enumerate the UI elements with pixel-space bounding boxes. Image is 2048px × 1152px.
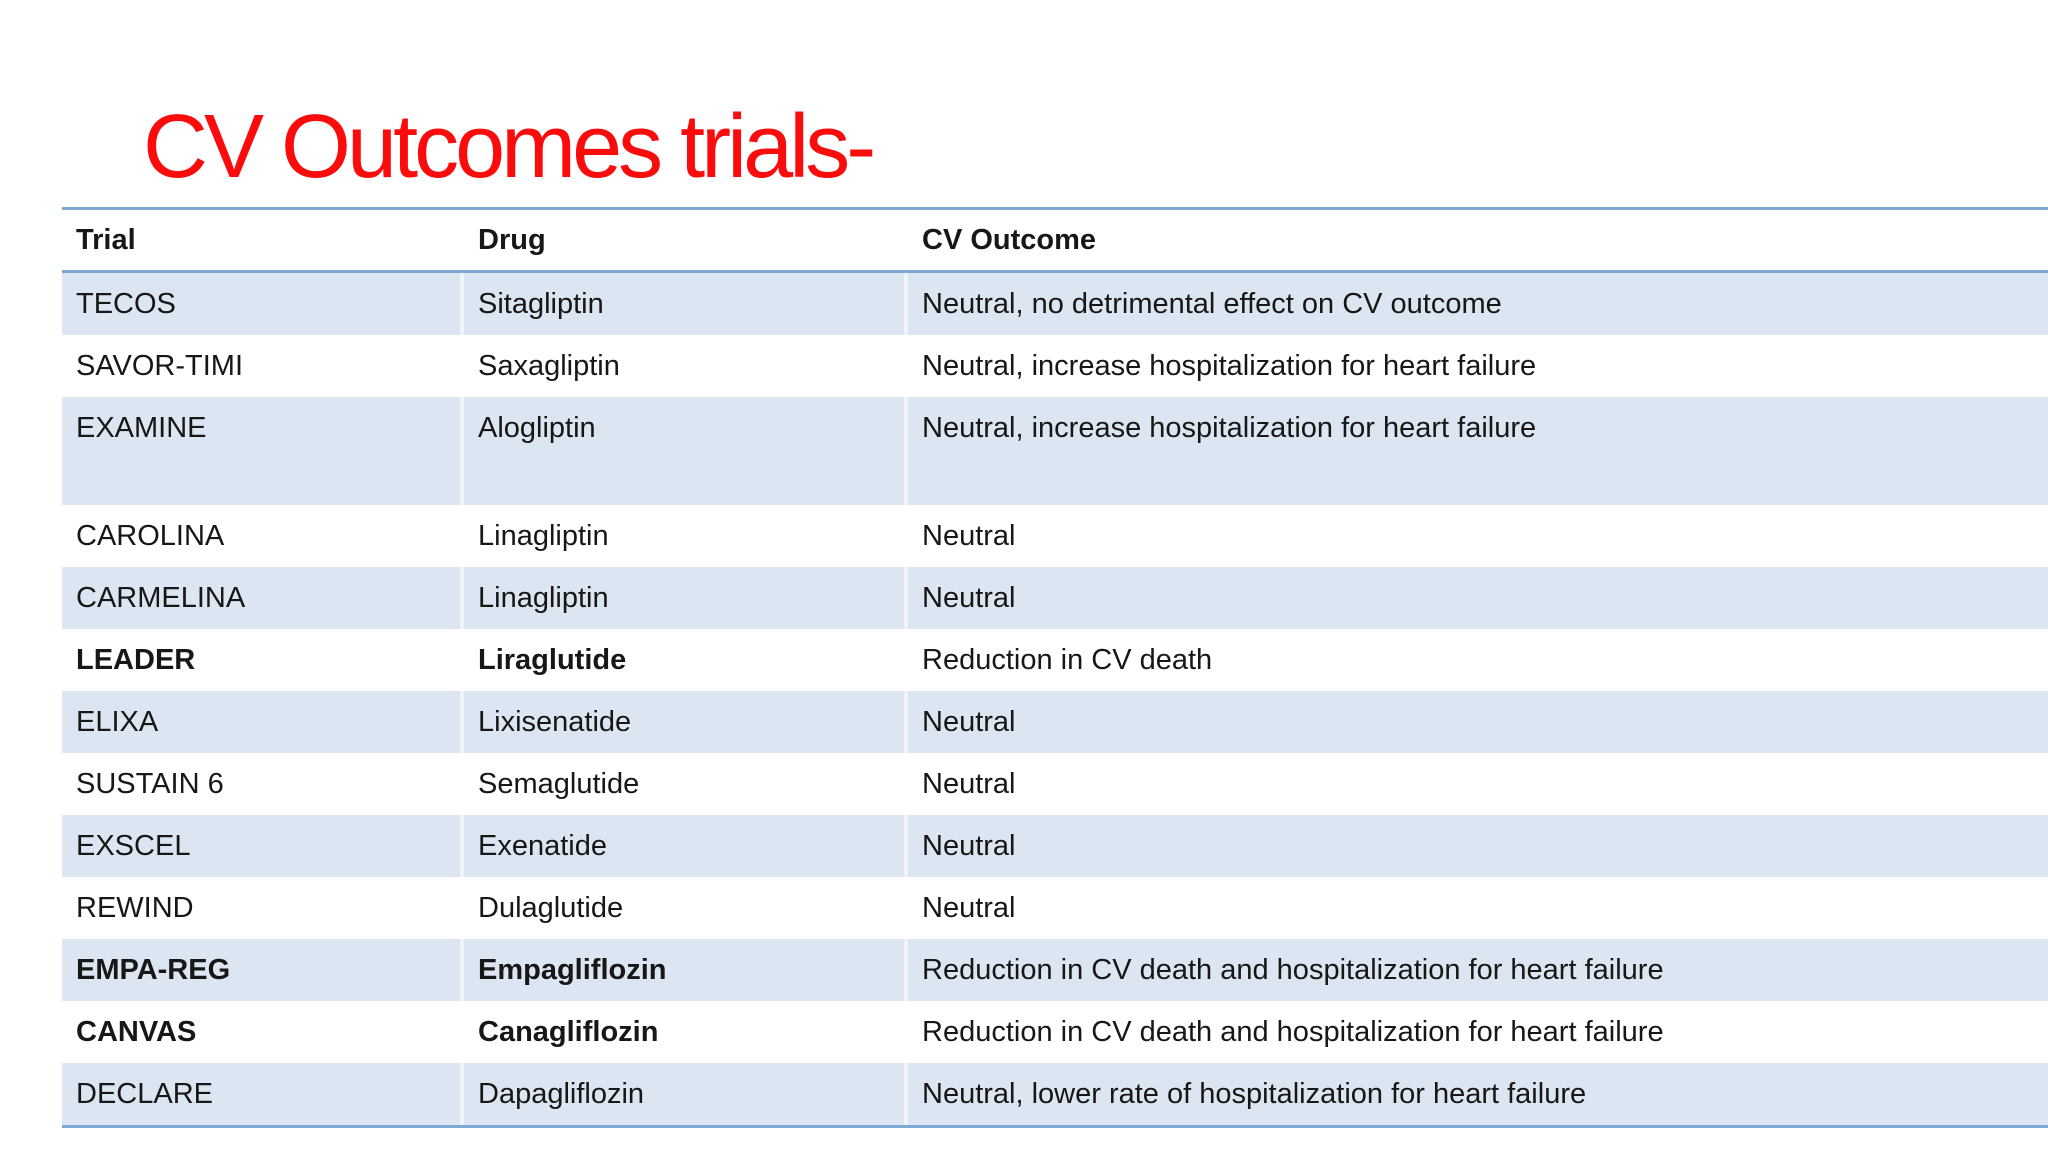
drug-cell: Semaglutide [464,753,908,815]
drug-cell: Linagliptin [464,505,908,567]
trial-cell: CANVAS [62,1001,464,1063]
table-row: TECOS Sitagliptin Neutral, no detrimental … [62,273,2048,335]
drug-cell: Linagliptin [464,567,908,629]
table-row: SAVOR-TIMI Saxagliptin Neutral, increase h… [62,335,2048,397]
outcome-cell: Neutral [922,581,1016,614]
trial-cell: TECOS [62,273,464,335]
column-header-drug: Drug [464,210,908,270]
table-row: EMPA-REG Empagliflozin Reduction in CV dea… [62,939,2048,1001]
table-row: DECLARE Dapagliflozin Neutral, lower rate … [62,1063,2048,1125]
trial-cell: SAVOR-TIMI [62,335,464,397]
table-row: LEADER Liraglutide Reduction in CV death [62,629,2048,691]
outcome-cell: Reduction in CV death and hospitalizatio… [922,953,1664,986]
trial-cell: ELIXA [62,691,464,753]
column-header-trial: Trial [62,210,464,270]
outcome-cell: Neutral, no detrimental effect on CV out… [922,287,1502,320]
table-row: EXAMINE Alogliptin Neutral, increase hospi… [62,397,2048,505]
drug-cell: Empagliflozin [464,939,908,1001]
drug-cell: Saxagliptin [464,335,908,397]
trial-cell: EXSCEL [62,815,464,877]
drug-cell: Sitagliptin [464,273,908,335]
outcome-cell: Reduction in CV death [922,643,1213,676]
drug-cell: Liraglutide [464,629,908,691]
drug-cell: Lixisenatide [464,691,908,753]
table-row: CARMELINA Linagliptin Neutral [62,567,2048,629]
trial-cell: LEADER [62,629,464,691]
trial-cell: EXAMINE [62,397,464,505]
table-row: CAROLINA Linagliptin Neutral [62,505,2048,567]
trial-cell: EMPA-REG [62,939,464,1001]
table-row: CANVAS Canagliflozin Reduction in CV death… [62,1001,2048,1063]
outcome-cell: Neutral [922,705,1016,738]
outcome-cell: Neutral [922,519,1016,552]
trial-cell: DECLARE [62,1063,464,1125]
table-row: SUSTAIN 6 Semaglutide Neutral [62,753,2048,815]
drug-cell: Dulaglutide [464,877,908,939]
trial-cell: CARMELINA [62,567,464,629]
outcome-cell: Neutral, increase hospitalization for he… [922,412,1537,444]
table-row: REWIND Dulaglutide Neutral [62,877,2048,939]
table-body: TECOS Sitagliptin Neutral, no detrimental … [62,273,2048,1125]
trial-cell: CAROLINA [62,505,464,567]
table-row: EXSCEL Exenatide Neutral [62,815,2048,877]
slide-title: CV Outcomes trials- [143,97,876,197]
drug-cell: Exenatide [464,815,908,877]
cv-outcomes-table: Trial Drug CV Outcome TECOS Sitagliptin Ne… [62,207,2048,1128]
outcome-cell: Reduction in CV death and hospitalizatio… [922,1015,1664,1048]
drug-cell: Dapagliflozin [464,1063,908,1125]
trial-cell: REWIND [62,877,464,939]
table-header-row: Trial Drug CV Outcome [62,210,2048,273]
outcome-cell: Neutral, lower rate of hospitalization f… [922,1077,1587,1110]
outcome-cell: Neutral, increase hospitalization for he… [922,349,1537,382]
drug-cell: Canagliflozin [464,1001,908,1063]
column-header-cv-outcome: CV Outcome [922,223,1097,256]
outcome-cell: Neutral [922,767,1016,800]
trial-cell: SUSTAIN 6 [62,753,464,815]
drug-cell: Alogliptin [464,397,908,505]
outcome-cell: Neutral [922,829,1016,862]
table-row: ELIXA Lixisenatide Neutral [62,691,2048,753]
outcome-cell: Neutral [922,891,1016,924]
